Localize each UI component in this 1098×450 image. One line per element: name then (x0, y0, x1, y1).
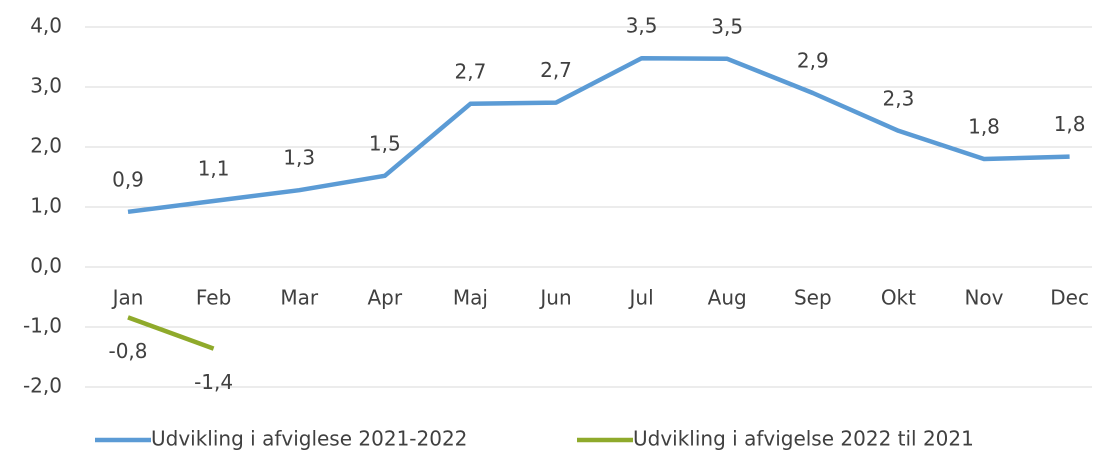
x-tick-label: Maj (453, 286, 488, 310)
data-label: 0,9 (112, 167, 144, 191)
legend-label: Udvikling i afvigelse 2022 til 2021 (633, 427, 974, 450)
data-label: 3,5 (626, 14, 658, 38)
data-label: 3,5 (711, 14, 743, 38)
x-tick-label: Okt (881, 286, 916, 310)
data-label: 1,1 (198, 157, 230, 181)
x-tick-label: Jul (628, 286, 654, 310)
y-tick-label: 2,0 (30, 134, 62, 158)
x-tick-label: Nov (964, 286, 1003, 310)
data-label: 1,3 (283, 146, 315, 170)
x-tick-label: Apr (367, 286, 402, 310)
data-label: -1,4 (194, 370, 233, 394)
data-label: 2,7 (540, 58, 572, 82)
data-label: 2,9 (797, 49, 829, 73)
x-tick-label: Sep (794, 286, 832, 310)
data-label: 2,3 (882, 86, 914, 110)
x-tick-label: Aug (708, 286, 747, 310)
x-tick-label: Jun (538, 286, 571, 310)
legend-label: Udvikling i afviglese 2021-2022 (151, 427, 467, 450)
data-label: 2,7 (454, 59, 486, 83)
data-label: 1,8 (1054, 112, 1086, 136)
y-tick-label: -1,0 (23, 314, 62, 338)
x-tick-label: Feb (196, 286, 231, 310)
line-series (127, 55, 1070, 215)
x-tick-label: Jan (111, 286, 144, 310)
line-series (127, 315, 215, 351)
y-tick-label: -2,0 (23, 374, 62, 398)
data-label: 1,8 (968, 115, 1000, 139)
data-label: 1,5 (369, 131, 401, 155)
y-tick-label: 3,0 (30, 74, 62, 98)
x-tick-label: Dec (1050, 286, 1089, 310)
y-tick-label: 0,0 (30, 254, 62, 278)
y-tick-label: 4,0 (30, 14, 62, 38)
y-tick-label: 1,0 (30, 194, 62, 218)
x-tick-label: Mar (280, 286, 319, 310)
data-label: -0,8 (108, 339, 147, 363)
